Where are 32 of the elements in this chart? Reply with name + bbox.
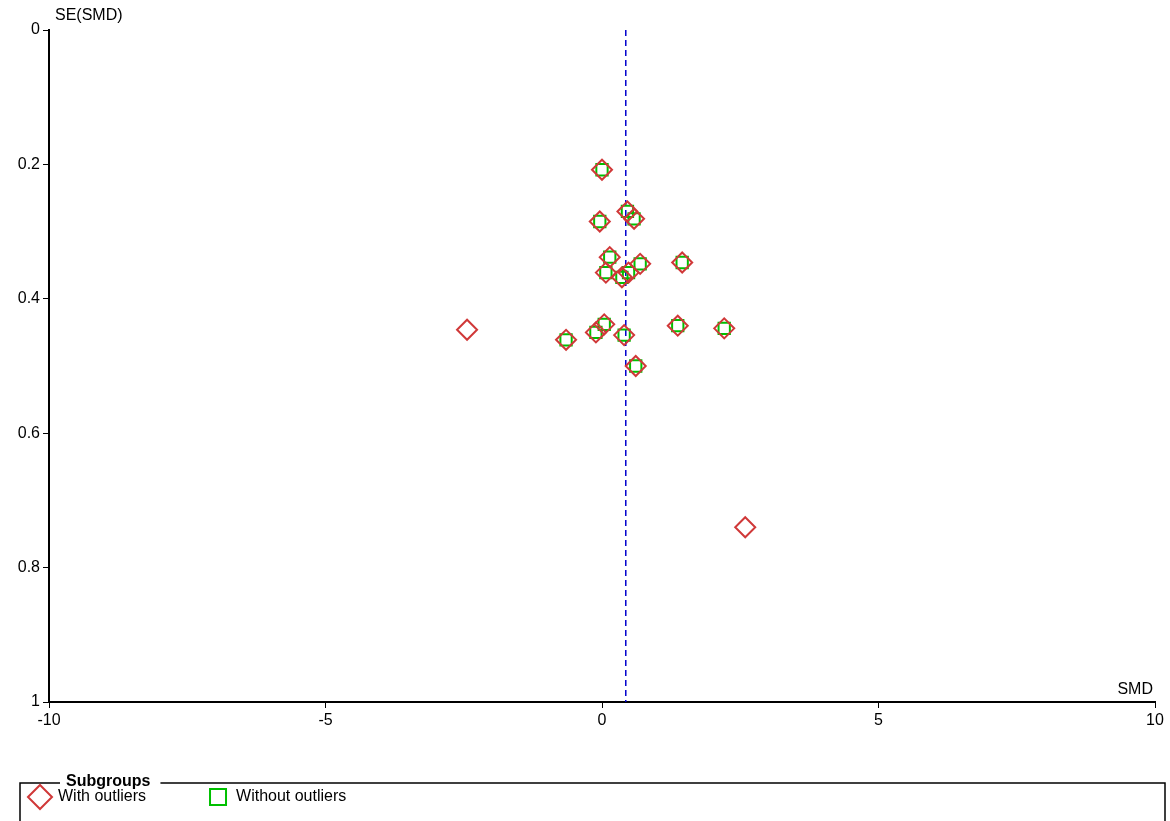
point xyxy=(666,314,689,337)
point xyxy=(623,207,646,230)
y-tick-label: 0 xyxy=(31,20,41,38)
x-axis-title: SMD xyxy=(1117,680,1153,697)
point xyxy=(598,246,621,269)
point xyxy=(456,318,479,341)
point xyxy=(593,313,616,336)
point xyxy=(594,261,617,284)
point xyxy=(584,321,607,344)
y-tick-label: 0.4 xyxy=(17,289,41,307)
x-tick-label: 0 xyxy=(597,711,607,729)
point xyxy=(734,516,757,539)
point xyxy=(624,355,647,377)
point xyxy=(613,324,636,347)
y-tick-label: 1 xyxy=(31,692,41,710)
point xyxy=(629,252,652,275)
point xyxy=(591,158,613,181)
point xyxy=(555,328,578,351)
x-tick-label: 5 xyxy=(874,711,884,729)
point xyxy=(713,317,736,340)
y-axis-title: SE(SMD) xyxy=(55,6,123,23)
y-tick-label: 0.8 xyxy=(17,558,41,576)
x-tick-label: -5 xyxy=(318,711,333,729)
y-tick-label: 0.6 xyxy=(17,423,41,441)
point xyxy=(671,251,694,274)
y-tick-label: 0.2 xyxy=(17,154,41,172)
legend-title: Subgroups xyxy=(66,772,151,790)
x-tick-label: -10 xyxy=(37,711,61,729)
point xyxy=(588,210,611,233)
x-tick-label: 10 xyxy=(1146,711,1164,729)
legend-label: Without outliers xyxy=(236,787,347,805)
point xyxy=(610,266,633,289)
